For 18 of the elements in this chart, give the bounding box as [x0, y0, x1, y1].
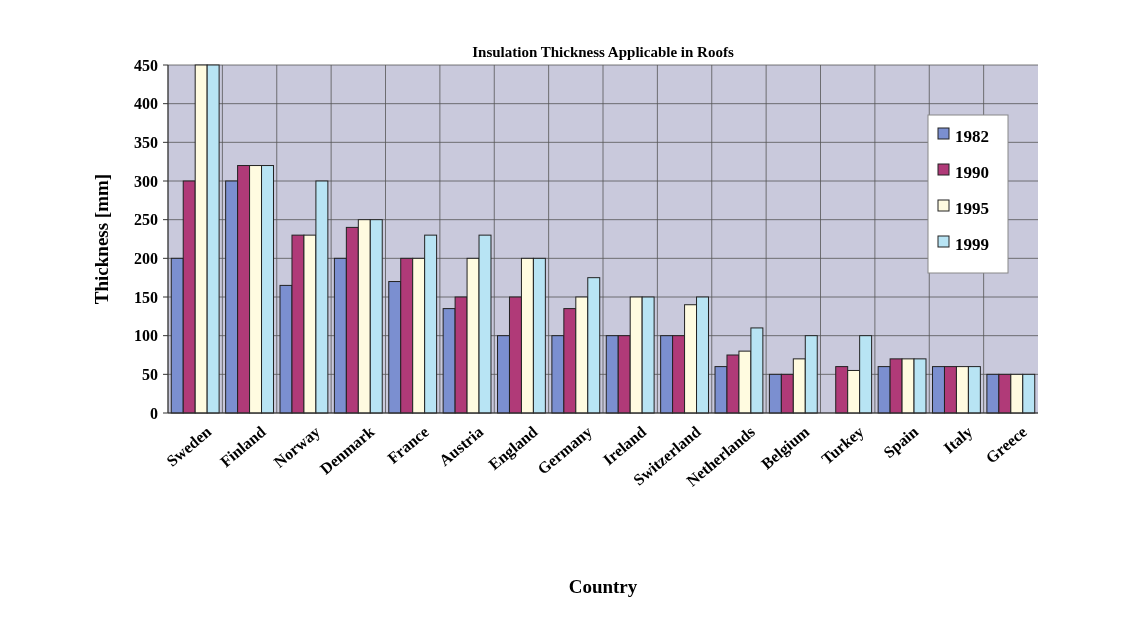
y-tick-label: 450	[134, 56, 158, 74]
x-tick-label: Italy	[940, 422, 977, 458]
y-tick-label: 0	[150, 404, 158, 422]
y-tick-label: 300	[134, 172, 158, 190]
legend-label: 1990	[955, 163, 989, 183]
y-tick-label: 400	[134, 95, 158, 113]
legend-label: 1999	[955, 235, 989, 255]
y-axis-title: Thickness [mm]	[91, 173, 112, 305]
y-tick-label: 200	[134, 249, 158, 267]
legend-label: 1995	[955, 199, 989, 219]
y-tick-label: 250	[134, 211, 158, 229]
y-tick-label: 350	[134, 133, 158, 151]
legend-label: 1982	[955, 127, 989, 147]
x-axis-title: Country	[568, 576, 638, 597]
y-tick-label: 100	[134, 327, 158, 345]
chart-title: Insulation Thickness Applicable in Roofs	[472, 44, 734, 60]
y-tick-label: 150	[134, 288, 158, 306]
y-tick-label: 50	[142, 365, 158, 383]
